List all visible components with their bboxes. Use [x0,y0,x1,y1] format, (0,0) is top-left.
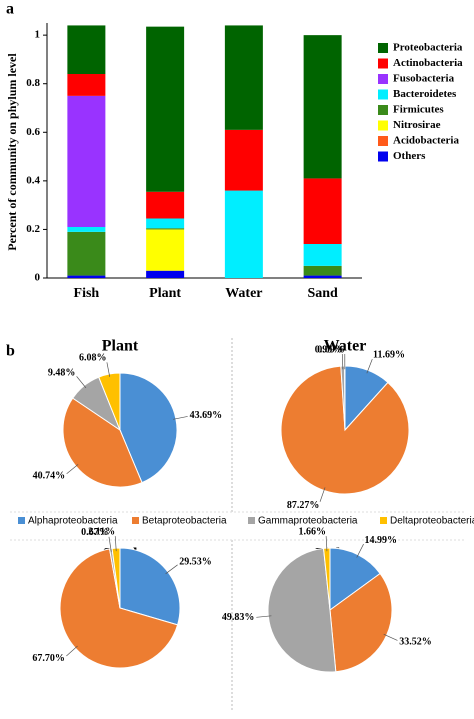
x-tick-label: Sand [307,286,338,301]
leader-line [67,464,78,473]
y-axis-label: Percent of community on phylum level [5,53,19,251]
legend-swatch [378,121,388,131]
y-tick-label: 0.4 [26,174,40,186]
legend-label: Bacteroidetes [393,88,457,100]
y-tick-label: 0.6 [26,126,40,138]
legend-swatch [378,59,388,69]
bar-segment [146,27,184,192]
bar-segment [67,232,105,276]
bar-segment [67,96,105,227]
legend-label: Actinobacteria [393,57,463,69]
bar-segment [146,219,184,229]
data-label: 0.09% [317,344,345,355]
data-label: 33.52% [399,636,432,647]
legend-swatch [378,136,388,146]
bar-segment [67,74,105,96]
bar-segment [67,25,105,74]
y-tick-label: 0.2 [26,223,40,235]
bar-segment [146,228,184,229]
data-label: 40.74% [33,471,66,482]
leader-line [166,565,178,574]
legend-label: Betaproteobacteria [142,516,227,527]
bar-segment [67,276,105,278]
x-tick-label: Plant [149,286,181,301]
data-label: 11.69% [373,350,405,361]
data-label: 1.66% [299,526,327,537]
y-tick-label: 1 [35,29,41,41]
data-label: 6.08% [79,353,107,364]
legend-swatch [248,517,255,524]
bar-segment [146,271,184,278]
x-tick-label: Water [225,286,262,301]
x-tick-label: Fish [74,286,100,301]
y-tick-label: 0.8 [26,77,40,89]
bar-segment [146,192,184,219]
data-label: 87.27% [287,500,320,511]
legend-swatch [18,517,25,524]
data-label: 67.70% [32,653,65,664]
data-label: 14.99% [364,535,397,546]
bar-segment [67,227,105,232]
legend-label: Proteobacteria [393,42,463,54]
bar-segment [304,276,342,278]
bar-segment [304,178,342,244]
bar-segment [225,25,263,129]
bar-segment [304,35,342,178]
legend-label: Others [393,150,426,162]
bar-segment [304,266,342,276]
legend-swatch [378,105,388,115]
legend-swatch [378,43,388,53]
legend-label: Deltaproteobacteria [390,516,474,527]
legend-label: Nitrosirae [393,119,441,131]
legend-label: Acidobacteria [393,135,459,147]
legend-label: Firmicutes [393,104,444,116]
panel-label: a [6,1,14,18]
data-label: 2.11% [88,526,115,537]
data-label: 49.83% [222,612,255,623]
legend-swatch [378,152,388,162]
bar-segment [304,244,342,266]
bar-segment [225,191,263,278]
bar-segment [225,130,263,191]
data-label: 9.48% [48,368,76,379]
legend-swatch [380,517,387,524]
leader-line [66,646,77,656]
legend-label: Gammaproteobacteria [258,516,358,527]
panel-label: b [6,343,15,360]
legend-label: Fusobacteria [393,73,455,85]
legend-swatch [378,74,388,84]
bar-segment [146,229,184,270]
legend-swatch [378,90,388,100]
data-label: 29.53% [179,557,212,568]
pie-title: Plant [102,338,139,355]
legend-label: Alphaproteobacteria [28,516,118,527]
y-tick-label: 0 [35,272,41,284]
leader-line [77,376,86,388]
legend-swatch [132,517,139,524]
data-label: 43.69% [190,410,223,421]
